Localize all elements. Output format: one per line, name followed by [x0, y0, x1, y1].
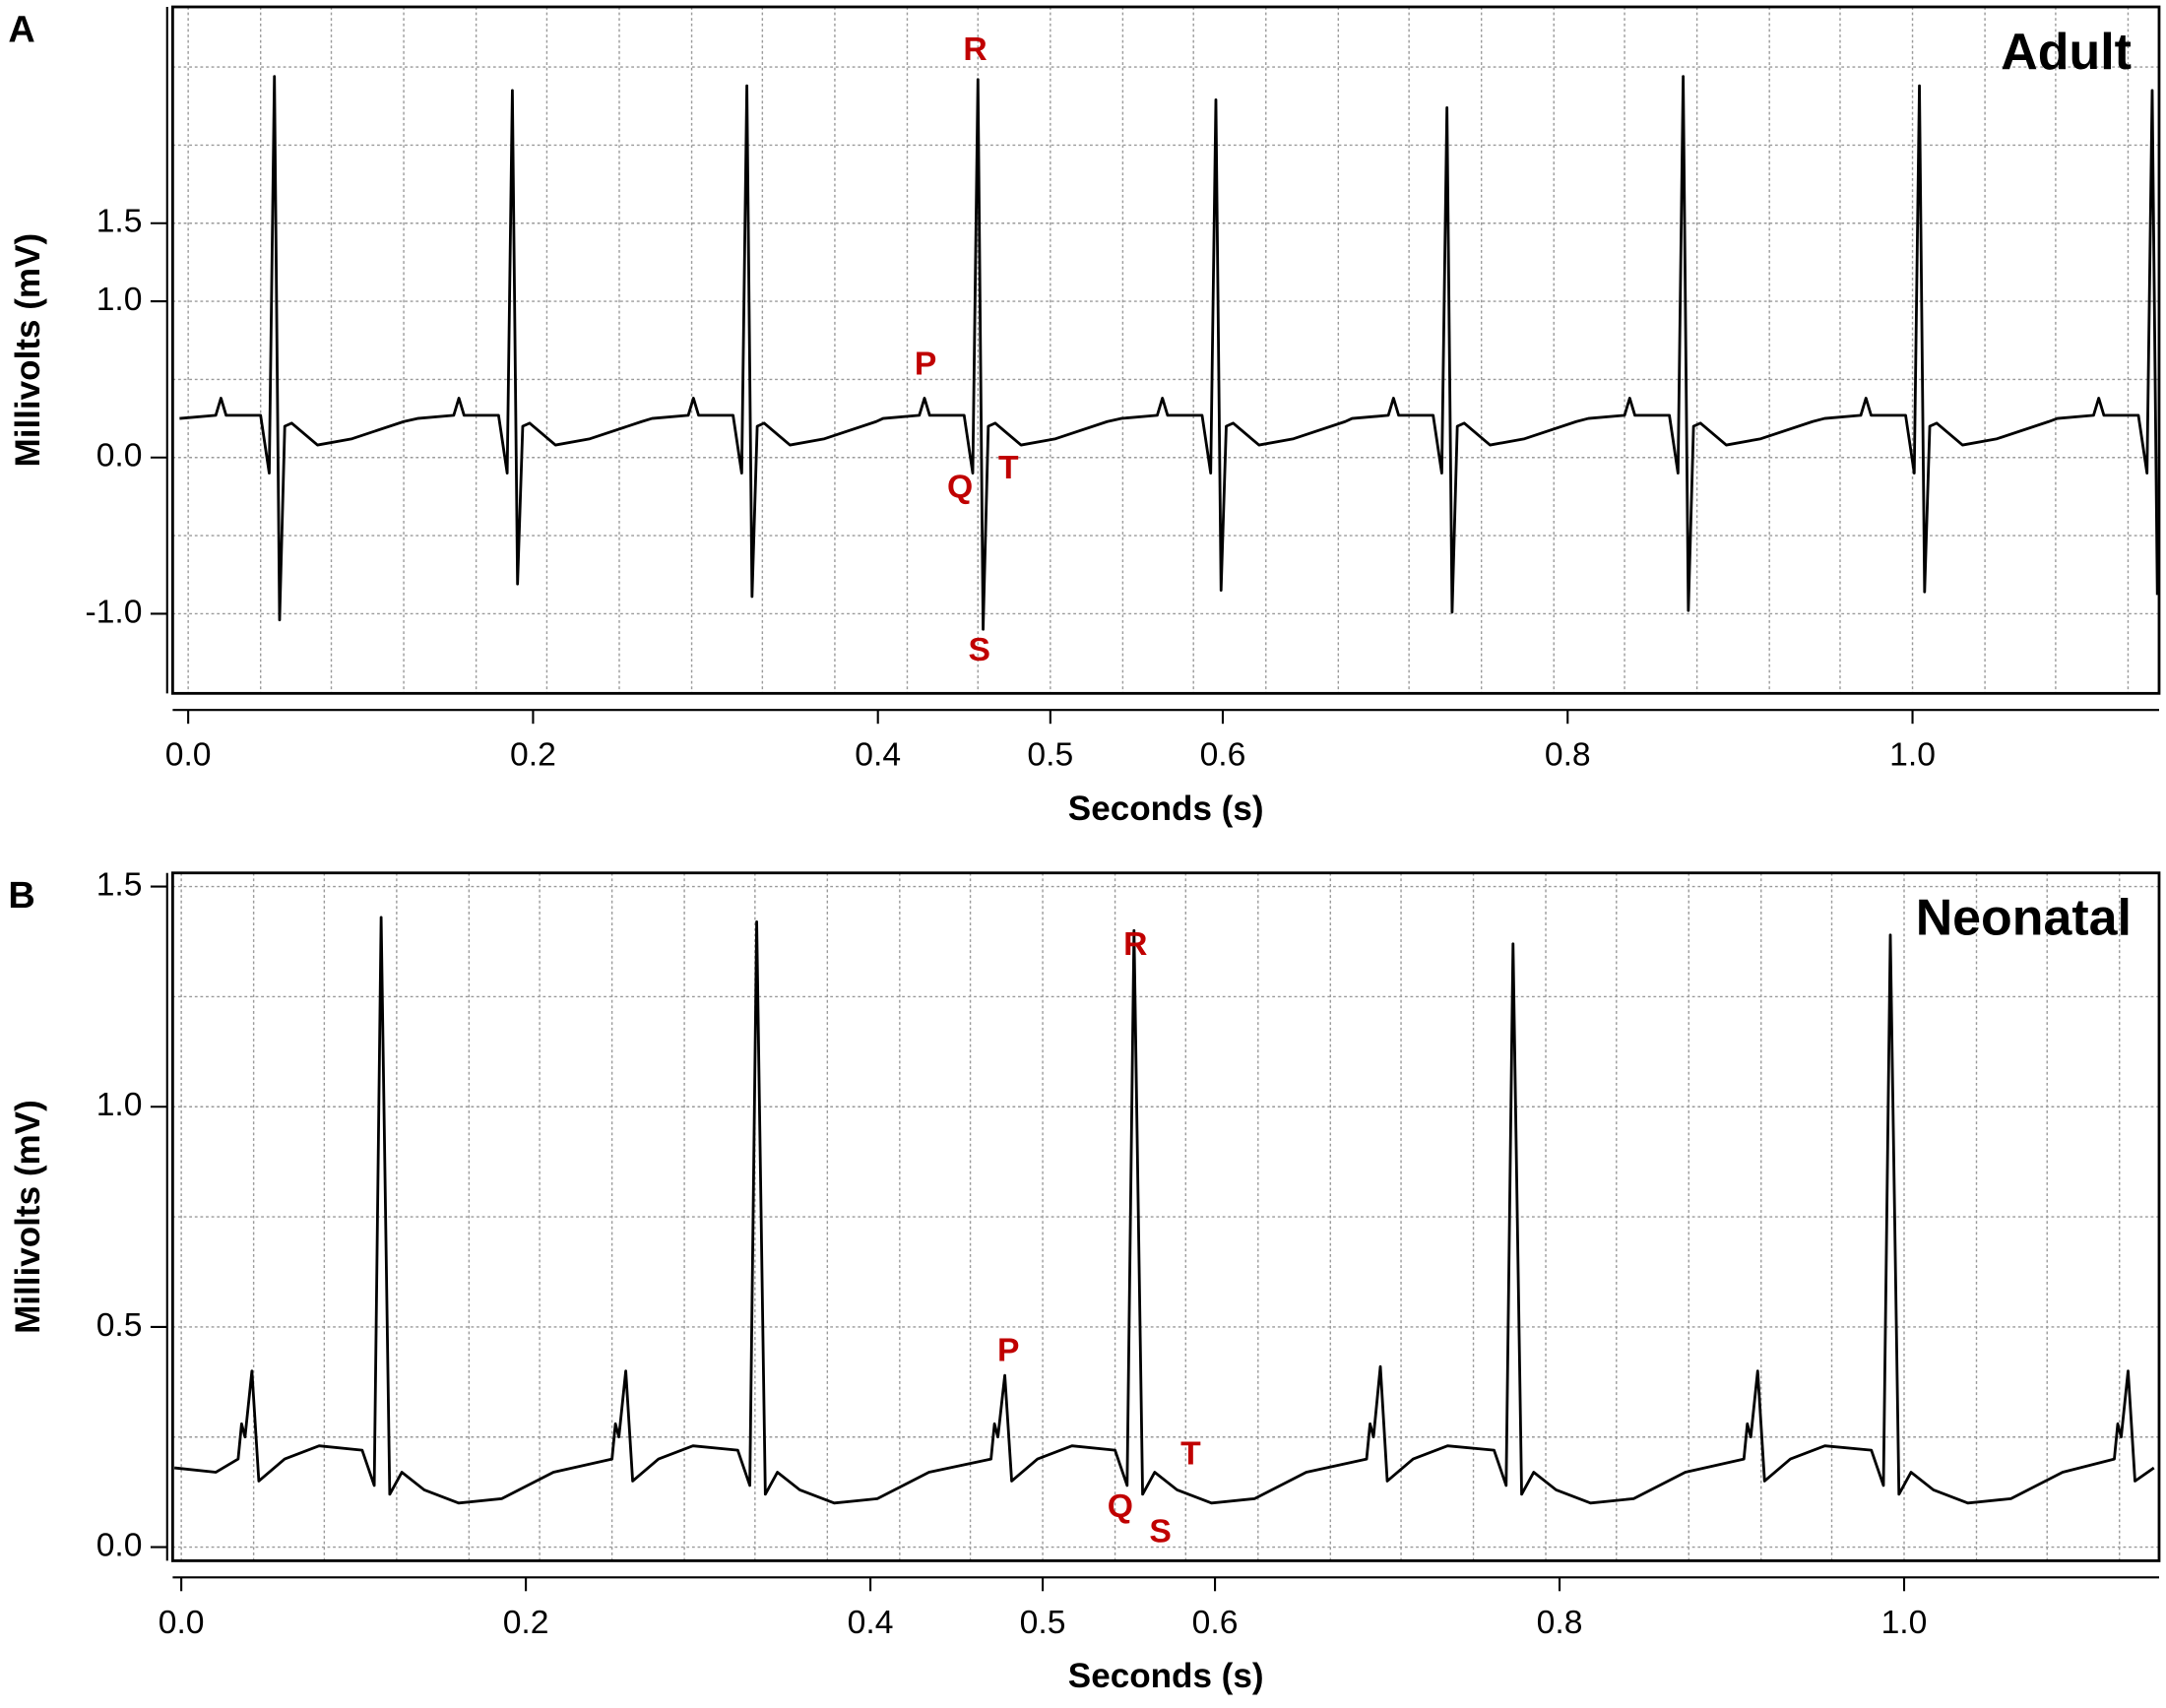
- x-tick-label: 0.8: [1545, 737, 1591, 774]
- wave-annotation: T: [1180, 1436, 1201, 1473]
- ecg-trace: [179, 75, 2159, 631]
- wave-annotation: S: [969, 632, 990, 668]
- wave-annotation: Q: [947, 470, 973, 506]
- x-tick-label: 1.0: [1881, 1605, 1928, 1641]
- x-tick-label: 1.0: [1889, 737, 1936, 774]
- wave-annotation: P: [915, 347, 936, 383]
- y-tick-label: 1.5: [96, 204, 143, 240]
- wave-annotation: P: [997, 1332, 1019, 1368]
- panel-title: Adult: [2001, 24, 2132, 81]
- wave-annotation: R: [1123, 926, 1147, 963]
- plot-frame: [170, 5, 2161, 695]
- y-tick-label: 0.0: [96, 438, 143, 474]
- y-axis-title: Millivolts (mV): [9, 233, 47, 468]
- panel-letter: B: [8, 875, 34, 917]
- y-tick-label: 1.0: [96, 282, 143, 318]
- y-tick-label: -1.0: [86, 594, 143, 630]
- x-tick-label: 0.8: [1537, 1605, 1583, 1641]
- y-tick-label: 1.0: [96, 1087, 143, 1123]
- x-tick-label: 0.2: [503, 1605, 549, 1641]
- panel-letter: A: [8, 9, 34, 50]
- y-tick-label: 0.5: [96, 1307, 143, 1344]
- y-axis-title: Millivolts (mV): [9, 1100, 47, 1334]
- wave-annotation: S: [1149, 1513, 1171, 1550]
- x-tick-label: 0.2: [510, 737, 556, 774]
- x-axis-title: Seconds (s): [1068, 1657, 1264, 1695]
- x-tick-label: 0.6: [1200, 737, 1246, 774]
- x-tick-label: 0.5: [1027, 737, 1073, 774]
- x-tick-label: 0.4: [855, 737, 901, 774]
- wave-annotation: T: [998, 450, 1019, 486]
- plot-frame: [170, 871, 2161, 1562]
- x-tick-label: 0.5: [1020, 1605, 1066, 1641]
- x-axis-title: Seconds (s): [1068, 790, 1264, 828]
- x-tick-label: 0.0: [165, 737, 212, 774]
- wave-annotation: R: [963, 32, 987, 68]
- wave-annotation: Q: [1108, 1488, 1133, 1525]
- y-tick-label: 0.0: [96, 1527, 143, 1563]
- x-tick-label: 0.0: [159, 1605, 205, 1641]
- ecg-trace: [173, 916, 2155, 1505]
- y-tick-label: 1.5: [96, 866, 143, 903]
- x-tick-label: 0.6: [1192, 1605, 1239, 1641]
- panel-title: Neonatal: [1916, 890, 2132, 947]
- x-tick-label: 0.4: [848, 1605, 894, 1641]
